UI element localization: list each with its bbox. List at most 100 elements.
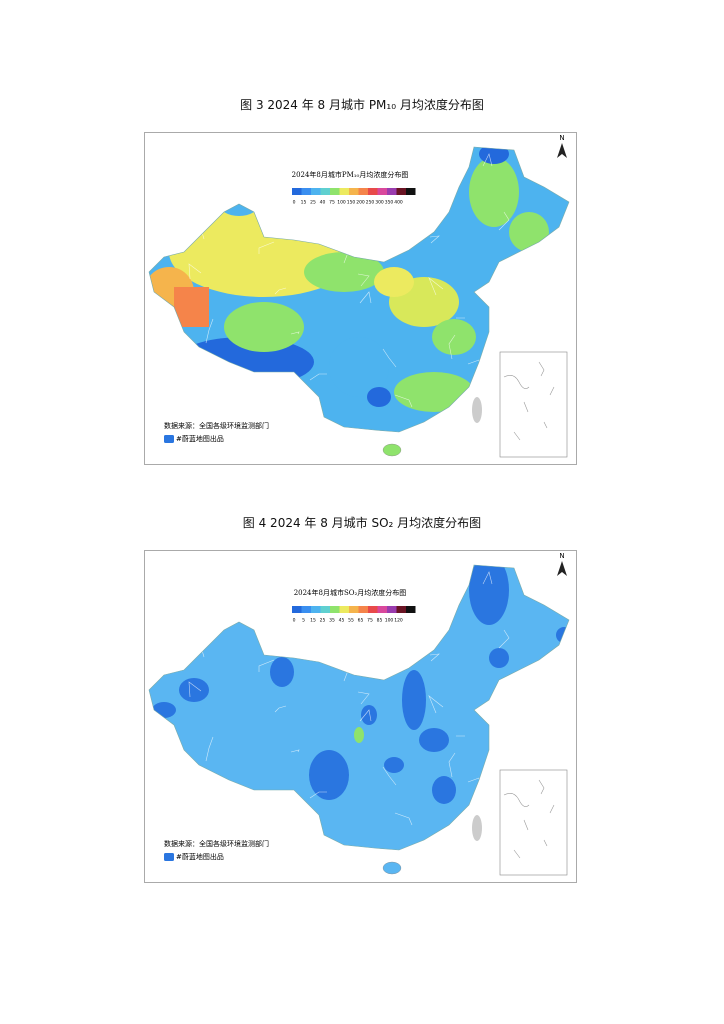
- legend-swatch: [358, 606, 368, 613]
- boundary: [482, 571, 493, 585]
- boundary: [205, 318, 214, 344]
- boundary: [357, 273, 370, 287]
- legend-swatch: [301, 606, 311, 613]
- legend-swatch: [387, 606, 397, 613]
- region: [309, 750, 349, 800]
- inset-box: [499, 351, 568, 458]
- legend-label: 15: [310, 618, 316, 624]
- legend-swatch: [330, 188, 340, 195]
- map-title: 2024年8月城市SO₂月均浓度分布图: [294, 588, 407, 597]
- boundary: [258, 659, 275, 672]
- region: [270, 657, 294, 687]
- legend-label: 0: [293, 618, 296, 624]
- credit: #蔚蓝地图出品: [176, 434, 224, 443]
- boundary: [394, 812, 413, 826]
- legend-label: 100: [337, 200, 346, 206]
- north-arrow: [557, 561, 567, 576]
- boundary: [448, 752, 456, 778]
- legend-label: 25: [310, 200, 316, 206]
- legend-label: 100: [385, 618, 394, 624]
- legend-label: 75: [367, 618, 373, 624]
- boundary: [359, 291, 372, 304]
- inset-box: [499, 769, 568, 876]
- region: [469, 565, 509, 625]
- legend-swatch: [320, 188, 330, 195]
- credit: #蔚蓝地图出品: [176, 852, 224, 861]
- boundary: [428, 695, 444, 714]
- taiwan: [472, 815, 482, 841]
- boundary: [498, 211, 510, 231]
- boundary: [290, 331, 300, 335]
- legend-label: 15: [301, 200, 307, 206]
- inset-coast: [503, 361, 555, 441]
- region: [367, 387, 391, 407]
- boundary: [309, 791, 327, 799]
- legend-swatch: [339, 188, 349, 195]
- legend-swatch: [339, 606, 349, 613]
- boundary: [429, 653, 440, 662]
- legend-swatch: [330, 606, 340, 613]
- region: [402, 670, 426, 730]
- boundary: [482, 153, 493, 167]
- boundary: [205, 736, 214, 762]
- figure-caption: 图 4 2024 年 8 月城市 SO₂ 月均浓度分布图: [242, 516, 482, 530]
- legend-label: 200: [356, 200, 365, 206]
- legend-swatch: [368, 606, 378, 613]
- boundary: [274, 705, 287, 713]
- legend-swatch: [387, 188, 397, 195]
- region: [224, 302, 304, 352]
- legend-swatch: [311, 606, 321, 613]
- north-label: N: [559, 134, 564, 142]
- legend-swatch: [311, 188, 321, 195]
- legend-swatch: [406, 188, 416, 195]
- boundary: [188, 263, 202, 280]
- hainan: [382, 443, 402, 457]
- legend-swatch: [349, 606, 359, 613]
- legend-label: 65: [358, 618, 364, 624]
- legend-label: 75: [329, 200, 335, 206]
- region: [354, 727, 364, 743]
- legend-swatch: [396, 606, 406, 613]
- legend-swatch: [368, 188, 378, 195]
- region: [432, 776, 456, 804]
- map-figure: N 2024年8月城市PM₁₀月均浓度分布图 0 15 25 40 75 100 150 200 2…: [144, 132, 577, 465]
- legend-label: 400: [394, 200, 403, 206]
- legend-label: 150: [347, 200, 356, 206]
- legend-swatch: [358, 188, 368, 195]
- region: [361, 705, 377, 725]
- hainan: [382, 861, 402, 875]
- boundary: [290, 749, 300, 753]
- region: [489, 648, 509, 668]
- legend-label: 85: [377, 618, 383, 624]
- boundary: [309, 373, 327, 381]
- boundary: [382, 766, 397, 786]
- source-note: 数据来源：全国各级环境监测部门: [164, 421, 269, 430]
- legend-label: 300: [375, 200, 384, 206]
- boundary: [428, 277, 444, 296]
- inset-coast: [503, 779, 555, 859]
- legend-label: 40: [320, 200, 326, 206]
- legend-label: 350: [385, 200, 394, 206]
- region: [179, 678, 209, 702]
- boundary: [359, 709, 372, 722]
- boundary: [382, 348, 397, 368]
- boundary: [357, 691, 370, 705]
- region: [374, 267, 414, 297]
- boundary: [498, 629, 510, 649]
- country-outline: [148, 146, 570, 433]
- country-fill: [149, 565, 569, 850]
- legend-swatch: [377, 606, 387, 613]
- figure-caption: 图 3 2024 年 8 月城市 PM₁₀ 月均浓度分布图: [240, 98, 484, 112]
- legend-swatch: [292, 188, 302, 195]
- legend-swatch: [320, 606, 330, 613]
- legend-label: 25: [320, 618, 326, 624]
- credit-icon: [164, 853, 174, 861]
- country-outline: [148, 564, 570, 851]
- legend-label: 0: [293, 200, 296, 206]
- legend-swatch: [377, 188, 387, 195]
- legend-swatch: [349, 188, 359, 195]
- boundary: [448, 334, 456, 360]
- boundary: [188, 681, 202, 698]
- region: [384, 757, 404, 773]
